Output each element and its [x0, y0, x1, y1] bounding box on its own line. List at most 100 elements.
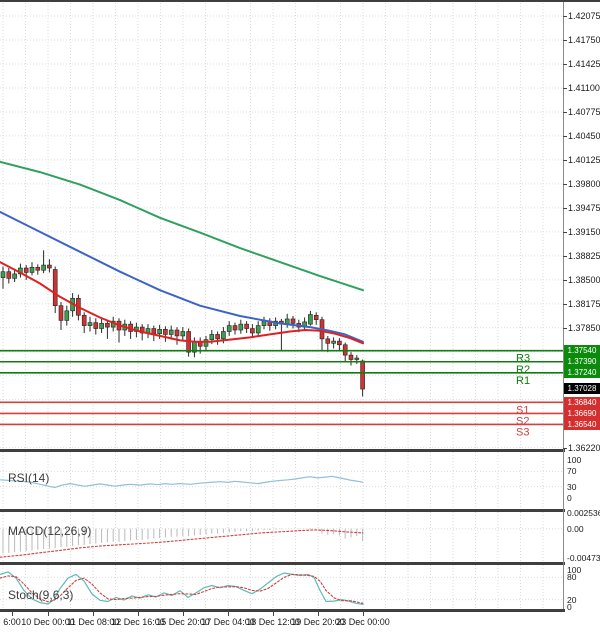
support-price-badge: 1.36840	[564, 397, 600, 408]
pane-separator[interactable]	[0, 562, 565, 565]
candle	[186, 328, 191, 357]
price-tick-mark	[563, 232, 567, 233]
price-tick-mark	[563, 136, 567, 137]
price-tick-label: 1.37850	[568, 323, 600, 333]
candle	[23, 265, 29, 280]
price-tick-mark	[563, 16, 567, 17]
bear-candle-body	[232, 325, 238, 331]
candle	[261, 316, 267, 330]
stoch-axis-label: 20	[567, 595, 577, 605]
rsi-axis-label: 70	[567, 466, 577, 476]
candle	[348, 352, 354, 366]
bear-candle-body	[23, 267, 29, 273]
time-tick-mark	[48, 612, 49, 616]
bear-candle-body	[325, 338, 331, 344]
candle	[267, 318, 273, 331]
bear-candle-body	[313, 314, 319, 320]
candle	[41, 250, 46, 274]
bear-candle-body	[244, 323, 249, 329]
candle	[81, 312, 87, 333]
price-tick-label: 1.36220	[568, 443, 600, 453]
resistance-price-badge: 1.37390	[564, 356, 600, 367]
candle	[331, 337, 336, 349]
price-tick-label: 1.42075	[568, 11, 600, 21]
time-tick-mark	[93, 612, 94, 616]
resistance-label: R1	[516, 375, 530, 387]
bear-candle-body	[151, 328, 157, 335]
candle	[337, 338, 342, 351]
candle	[52, 266, 58, 314]
candle	[93, 318, 99, 335]
stoch-axis-label: 0	[567, 602, 572, 612]
bear-candle-body	[93, 322, 99, 329]
bull-candle-body	[221, 331, 226, 340]
candle	[244, 321, 249, 333]
candle	[168, 325, 174, 340]
candle	[18, 263, 23, 278]
bear-candle-body	[163, 328, 168, 335]
pane-separator[interactable]	[0, 509, 565, 512]
stoch-d-line	[0, 573, 364, 604]
bull-candle-body	[99, 323, 104, 329]
stoch-pane[interactable]	[0, 565, 563, 609]
price-tick-label: 1.41425	[568, 59, 600, 69]
price-tick-label: 1.39475	[568, 203, 600, 213]
macd-pane[interactable]	[0, 512, 563, 562]
candle	[99, 318, 104, 333]
price-tick-mark	[563, 88, 567, 89]
time-axis-label: 11 Dec 08:00	[66, 617, 120, 627]
time-axis-label: 17 Dec 04:00	[201, 617, 255, 627]
mid-ma-line	[0, 210, 364, 343]
time-tick-mark	[273, 612, 274, 616]
time-axis-label: 15 Dec 20:00	[156, 617, 210, 627]
bull-candle-body	[238, 323, 244, 331]
macd-axis-label: 0.002536	[567, 508, 600, 518]
candle	[116, 318, 122, 343]
candle	[0, 266, 6, 289]
price-tick-mark	[563, 448, 567, 449]
candle	[313, 312, 319, 325]
candle	[12, 269, 17, 283]
price-tick-label: 1.39150	[568, 227, 600, 237]
price-tick-mark	[563, 160, 567, 161]
bear-candle-body	[337, 340, 342, 346]
bear-candle-body	[215, 334, 220, 340]
time-tick-mark	[363, 612, 364, 616]
candle	[226, 321, 232, 336]
rsi-line	[0, 475, 364, 488]
candle	[87, 316, 93, 332]
support-label: S3	[516, 426, 529, 438]
price-tick-mark	[563, 280, 567, 281]
time-axis-label: 10 Dec 00:00	[21, 617, 75, 627]
resistance-price-badge: 1.37240	[564, 367, 600, 378]
bear-candle-body	[290, 318, 296, 324]
time-tick-mark	[12, 612, 13, 616]
macd-signal-line	[0, 529, 364, 558]
time-tick-mark	[183, 612, 184, 616]
macd-axis-label: -0.004736	[567, 553, 600, 563]
candle	[360, 359, 365, 397]
candle	[35, 264, 41, 275]
bull-candle-body	[226, 325, 232, 332]
rsi-pane[interactable]	[0, 452, 563, 509]
time-axis-label: 18 Dec 12:00	[246, 617, 300, 627]
bull-candle-body	[331, 340, 336, 344]
fast-ma-line	[0, 261, 364, 345]
candle	[232, 322, 238, 335]
current-price-badge: 1.37028	[564, 383, 600, 394]
pane-separator[interactable]	[0, 449, 565, 452]
candle	[319, 316, 325, 350]
candle	[180, 327, 186, 342]
slow-ma-line	[0, 160, 364, 292]
candle	[284, 313, 290, 328]
bear-candle-body	[6, 271, 12, 279]
candle	[215, 331, 220, 345]
bull-candle-body	[180, 331, 186, 337]
candle	[58, 301, 64, 331]
price-tick-label: 1.40125	[568, 155, 600, 165]
price-tick-mark	[563, 304, 567, 305]
bull-candle-body	[168, 329, 174, 335]
macd-label: MACD(12,26,9)	[8, 524, 92, 538]
bull-candle-body	[64, 310, 70, 321]
